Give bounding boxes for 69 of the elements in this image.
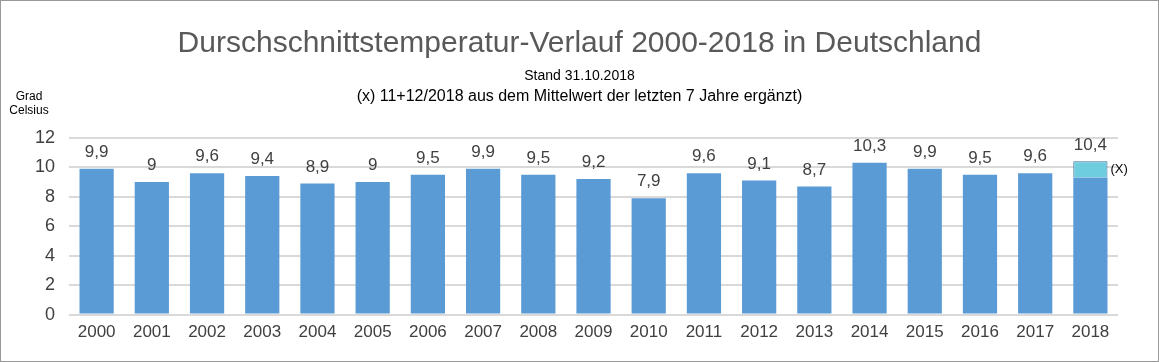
x-tick-label: 2014 bbox=[850, 322, 889, 342]
x-tick-label: 2007 bbox=[464, 322, 503, 342]
x-tick-label: 2009 bbox=[574, 322, 613, 342]
data-label: 8,9 bbox=[305, 156, 330, 176]
data-label: 9,6 bbox=[195, 146, 219, 166]
x-tick-label: 2002 bbox=[188, 322, 226, 342]
annotation: (X) bbox=[1110, 161, 1128, 177]
bar bbox=[576, 179, 611, 314]
y-tick-label: 10 bbox=[34, 156, 56, 177]
total-label: 10,4 bbox=[1073, 134, 1107, 154]
data-label: 9,1 bbox=[747, 153, 771, 173]
x-tick-label: 2000 bbox=[77, 322, 116, 342]
bar bbox=[1073, 177, 1108, 314]
data-label: 9,9 bbox=[912, 141, 937, 161]
x-tick-label: 2018 bbox=[1071, 322, 1110, 342]
bar bbox=[245, 176, 280, 314]
bar bbox=[907, 168, 942, 314]
y-tick-label: 0 bbox=[45, 303, 56, 324]
bar bbox=[631, 198, 666, 314]
bar bbox=[355, 182, 390, 314]
data-label: 9,4 bbox=[250, 149, 275, 169]
data-label: 9 bbox=[147, 155, 157, 175]
chart-title: Durschschnittstemperatur-Verlauf 2000-2018 in Deutschland bbox=[176, 25, 983, 59]
x-tick-label: 2001 bbox=[132, 322, 171, 342]
data-label: 9,5 bbox=[526, 147, 551, 167]
y-tick-label: 8 bbox=[45, 185, 56, 206]
x-tick-label: 2015 bbox=[905, 322, 944, 342]
data-label: 7,9 bbox=[636, 171, 661, 191]
y-axis-title: Grad Celsius bbox=[8, 89, 50, 117]
x-tick-label: 2012 bbox=[740, 322, 779, 342]
bar bbox=[852, 162, 887, 314]
y-tick-label: 6 bbox=[45, 215, 56, 236]
y-tick-label: 2 bbox=[45, 274, 56, 295]
bar bbox=[962, 174, 998, 314]
x-tick-label: 2004 bbox=[298, 322, 337, 342]
data-label: 9,5 bbox=[416, 147, 440, 167]
data-label: 10,3 bbox=[853, 136, 887, 156]
x-tick-label: 2005 bbox=[353, 322, 392, 342]
bar bbox=[521, 174, 556, 314]
x-tick-label: 2008 bbox=[519, 322, 558, 342]
bar bbox=[189, 173, 225, 314]
x-tick-label: 2003 bbox=[243, 322, 282, 342]
x-tick-label: 2006 bbox=[408, 322, 447, 342]
bar bbox=[410, 174, 445, 314]
y-tick-label: 4 bbox=[45, 244, 56, 265]
y-tick-label: 12 bbox=[34, 126, 56, 147]
x-tick-label: 2017 bbox=[1016, 322, 1055, 342]
data-label: 9,5 bbox=[968, 147, 992, 167]
bar bbox=[686, 173, 722, 314]
bar bbox=[79, 168, 114, 314]
data-label: 9 bbox=[367, 155, 378, 175]
text: (x) 11+12/2018 aus dem Mittelwert der letzten 7 Jahre ergänzt) bbox=[356, 87, 803, 104]
data-label: 9,2 bbox=[581, 152, 606, 172]
bar bbox=[300, 183, 335, 314]
x-tick-label: 2013 bbox=[795, 322, 834, 342]
bar bbox=[742, 180, 777, 314]
data-label: 9,6 bbox=[692, 146, 716, 166]
x-tick-label: 2011 bbox=[685, 322, 723, 342]
bar bbox=[1018, 173, 1053, 314]
data-label: 9,9 bbox=[471, 141, 495, 161]
chart-subtitle: Stand 31.10.2018 bbox=[523, 67, 636, 83]
bar bbox=[465, 168, 501, 314]
x-tick-label: 2016 bbox=[961, 322, 999, 342]
x-tick-label: 2010 bbox=[629, 322, 668, 342]
bar bbox=[797, 186, 832, 314]
data-label: 8,7 bbox=[802, 159, 827, 179]
data-label: 9,9 bbox=[84, 141, 109, 161]
bar bbox=[134, 182, 169, 314]
data-label: 9,6 bbox=[1023, 146, 1048, 166]
